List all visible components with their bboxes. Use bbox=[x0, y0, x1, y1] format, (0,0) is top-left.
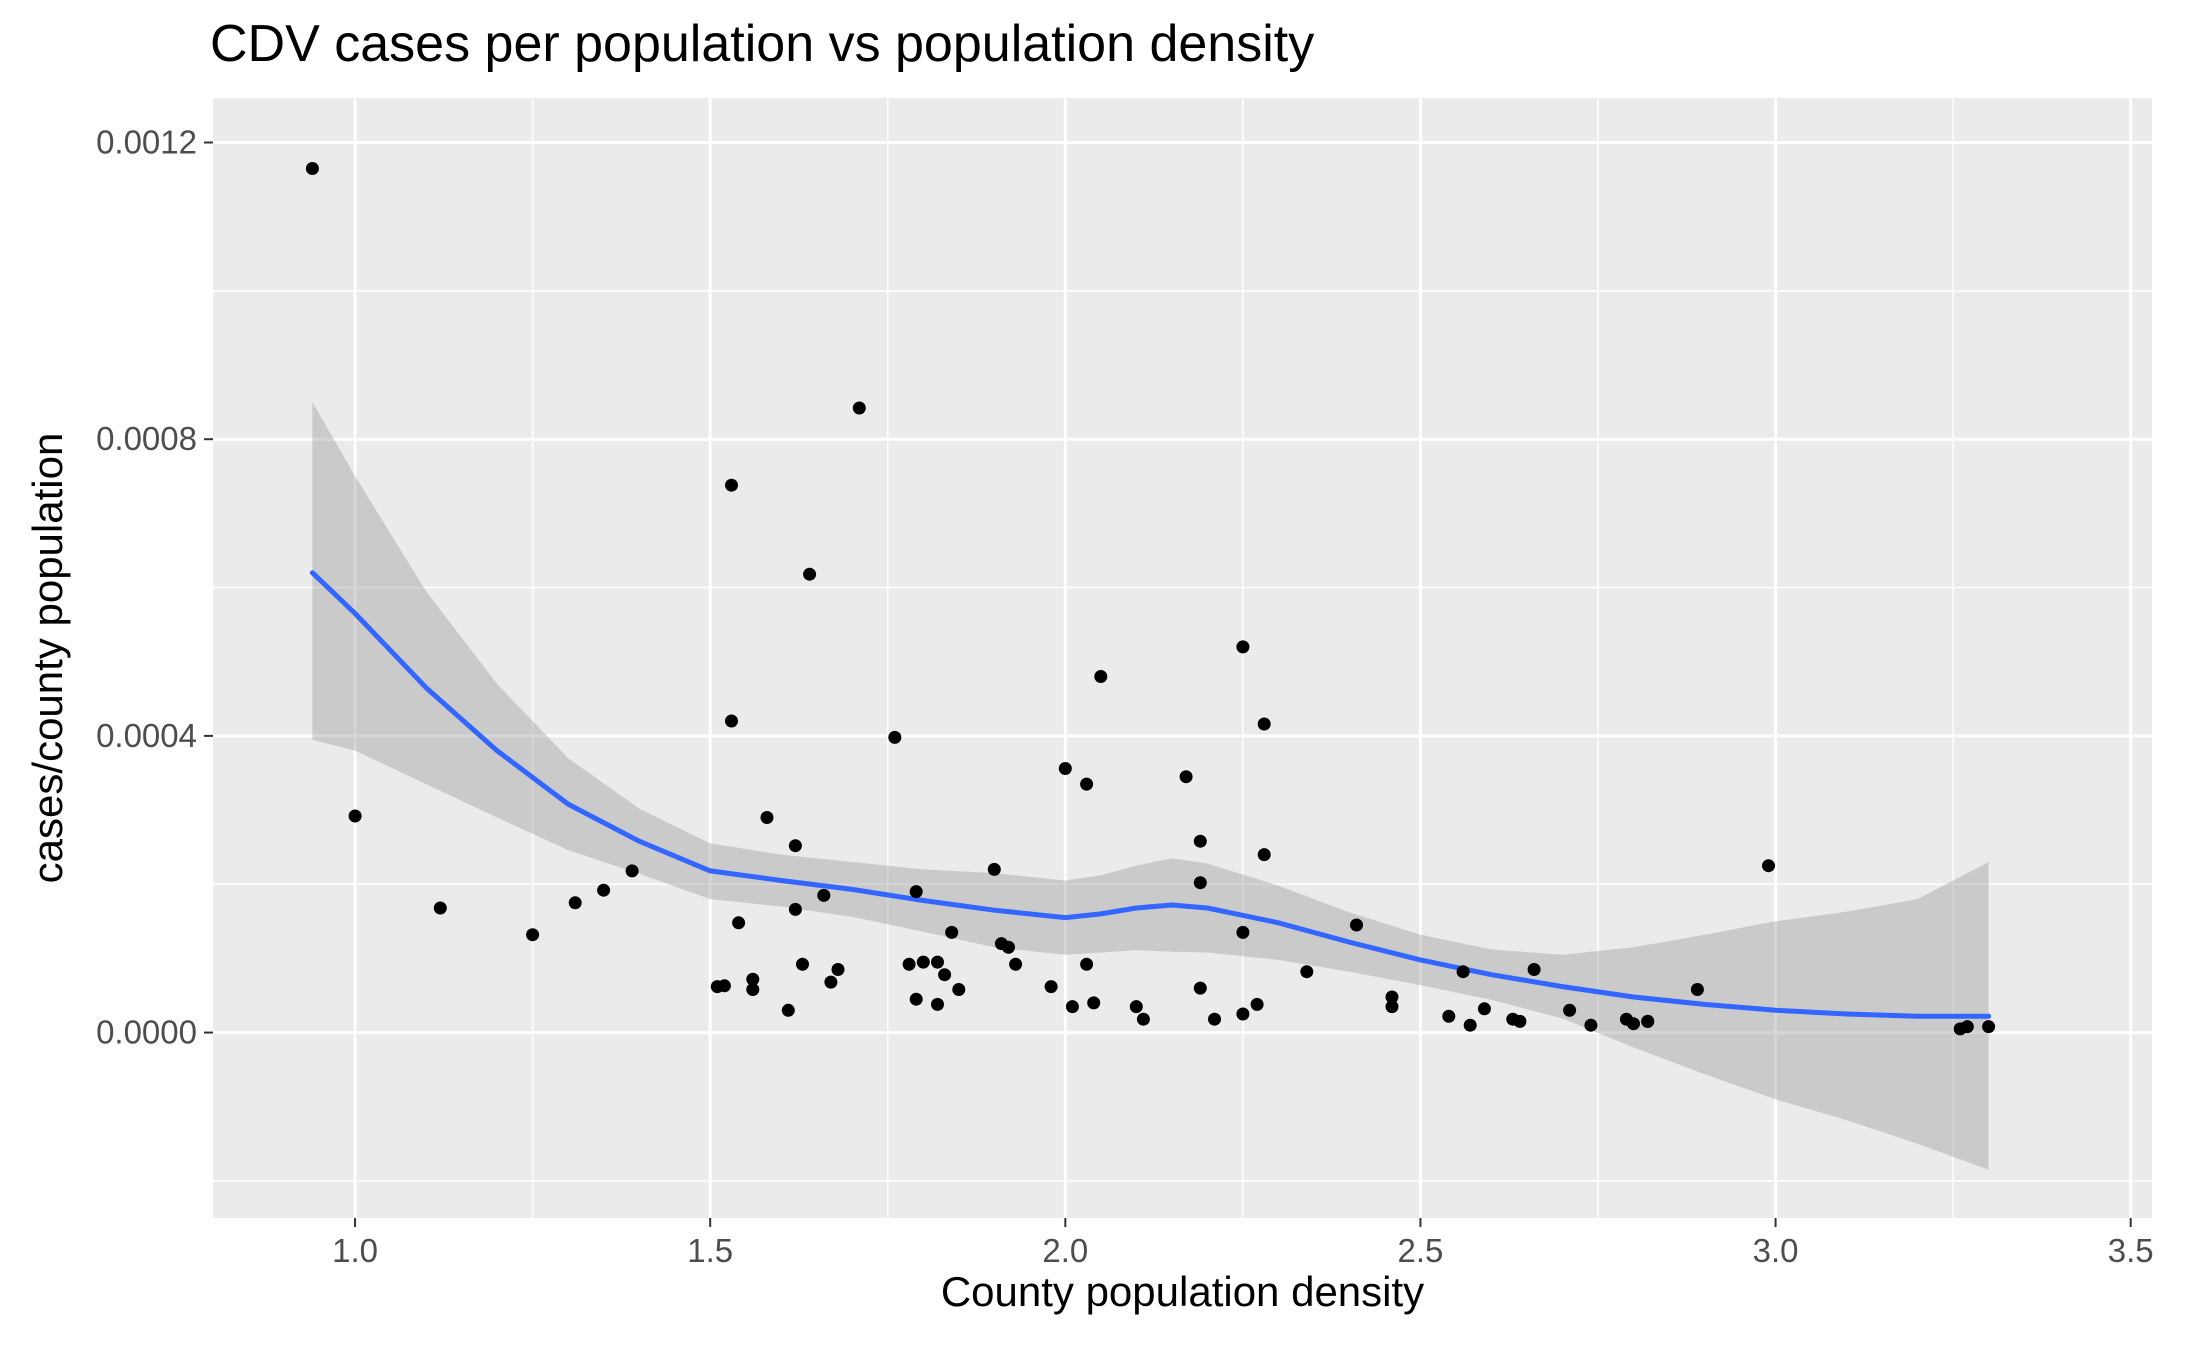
data-point bbox=[725, 714, 738, 728]
data-point bbox=[1129, 1000, 1143, 1014]
confidence-band bbox=[312, 402, 1989, 1170]
data-point bbox=[760, 811, 774, 824]
data-point bbox=[597, 883, 611, 897]
data-point bbox=[1641, 1014, 1655, 1028]
grid-lines bbox=[213, 98, 2152, 1218]
data-point bbox=[1350, 918, 1363, 932]
data-point bbox=[1442, 1009, 1456, 1023]
data-point bbox=[305, 162, 319, 175]
data-point bbox=[1002, 940, 1015, 954]
data-point bbox=[1627, 1017, 1640, 1031]
confidence-band-layer bbox=[312, 402, 1989, 1170]
data-point bbox=[938, 968, 952, 982]
x-tick-label: 1.0 bbox=[332, 1232, 378, 1269]
data-point bbox=[1065, 1000, 1079, 1014]
x-tick-label: 2.0 bbox=[1042, 1232, 1088, 1269]
data-point bbox=[526, 928, 540, 942]
data-point bbox=[902, 957, 916, 971]
y-tick-label: 0.0008 bbox=[96, 420, 197, 457]
data-point bbox=[1257, 848, 1271, 862]
data-point bbox=[725, 478, 738, 492]
data-point bbox=[945, 925, 959, 939]
data-point bbox=[788, 839, 802, 853]
points-layer bbox=[305, 162, 1996, 1036]
data-point bbox=[931, 997, 944, 1011]
data-point bbox=[916, 955, 930, 969]
data-point bbox=[1563, 1003, 1577, 1017]
data-point bbox=[1513, 1014, 1527, 1028]
data-point bbox=[1136, 1012, 1150, 1026]
data-point bbox=[909, 885, 923, 899]
data-point bbox=[625, 864, 639, 878]
data-point bbox=[1762, 859, 1775, 873]
smooth-trend-line bbox=[309, 570, 1992, 1019]
data-point bbox=[1236, 1007, 1250, 1021]
data-point bbox=[1094, 670, 1108, 683]
data-point bbox=[732, 916, 746, 930]
x-tick-label: 3.0 bbox=[1753, 1232, 1799, 1269]
data-point bbox=[817, 888, 831, 902]
data-point bbox=[746, 983, 760, 996]
data-point bbox=[852, 401, 866, 415]
data-point bbox=[1044, 980, 1058, 994]
data-point bbox=[1477, 1002, 1491, 1016]
data-point bbox=[781, 1003, 795, 1017]
data-point bbox=[568, 896, 582, 910]
data-point bbox=[1193, 834, 1207, 848]
data-point bbox=[1236, 640, 1250, 654]
x-axis-title: County population density bbox=[941, 1268, 1424, 1315]
data-point bbox=[746, 972, 760, 986]
data-point bbox=[1193, 981, 1207, 995]
y-tick-label: 0.0012 bbox=[96, 124, 197, 161]
y-tick-label: 0.0000 bbox=[96, 1014, 197, 1051]
data-point bbox=[1208, 1012, 1221, 1026]
data-point bbox=[1982, 1020, 1996, 1034]
data-point bbox=[931, 955, 944, 969]
data-point bbox=[803, 567, 817, 581]
x-tick-label: 2.5 bbox=[1397, 1232, 1443, 1269]
data-point bbox=[831, 963, 845, 976]
data-point bbox=[1527, 963, 1541, 976]
data-point bbox=[1236, 925, 1250, 939]
data-point bbox=[1385, 990, 1399, 1004]
x-tick-label: 1.5 bbox=[687, 1232, 733, 1269]
data-point bbox=[788, 902, 802, 916]
axes: 1.0 1.5 2.0 2.5 3.0 3.5 0.0000 0.0004 0.0008 0.00… bbox=[96, 124, 2154, 1269]
data-point bbox=[796, 957, 809, 971]
data-point bbox=[717, 979, 731, 993]
data-point bbox=[348, 809, 362, 823]
data-point bbox=[1009, 957, 1023, 971]
data-point bbox=[1584, 1018, 1598, 1032]
data-point bbox=[1087, 996, 1101, 1010]
data-point bbox=[1385, 1000, 1399, 1014]
data-point bbox=[909, 992, 923, 1006]
data-point bbox=[1080, 777, 1094, 791]
data-point bbox=[1250, 997, 1264, 1011]
data-point bbox=[888, 730, 902, 744]
y-tick-label: 0.0004 bbox=[96, 717, 197, 754]
data-point bbox=[824, 975, 838, 989]
x-tick-label: 3.5 bbox=[2108, 1232, 2154, 1269]
data-point bbox=[1080, 957, 1094, 971]
data-point bbox=[1456, 965, 1470, 979]
data-point bbox=[433, 901, 447, 915]
data-point bbox=[1690, 983, 1704, 996]
data-point bbox=[987, 862, 1001, 876]
data-point bbox=[1058, 762, 1072, 775]
y-axis-title: cases/county population bbox=[24, 433, 71, 884]
data-point bbox=[1300, 965, 1314, 979]
data-point bbox=[1179, 770, 1193, 784]
chart-title: CDV cases per population vs population d… bbox=[210, 15, 1315, 73]
data-point bbox=[1463, 1018, 1477, 1032]
data-point bbox=[1960, 1020, 1974, 1034]
data-point bbox=[1193, 876, 1207, 890]
data-point bbox=[952, 983, 966, 996]
data-point bbox=[1257, 717, 1271, 731]
smooth-line-layer bbox=[309, 570, 1992, 1019]
